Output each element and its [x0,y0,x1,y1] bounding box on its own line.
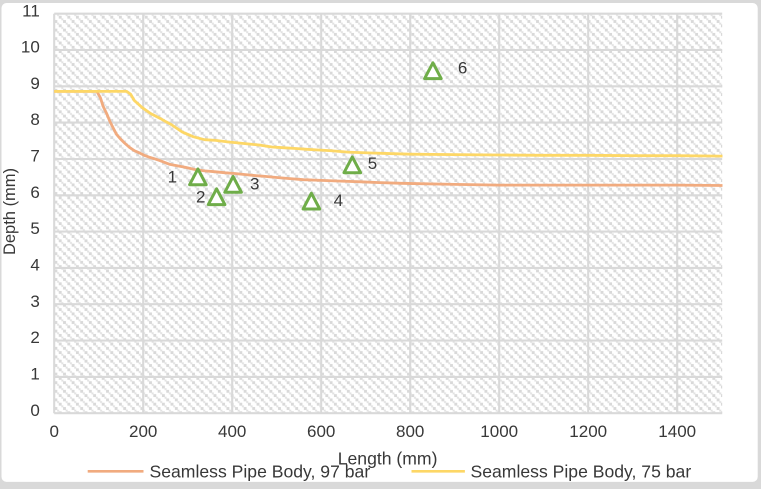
svg-text:5: 5 [30,219,39,238]
svg-text:0: 0 [30,401,39,420]
svg-text:Depth (mm): Depth (mm) [1,168,19,255]
svg-text:1400: 1400 [658,422,696,441]
svg-text:1000: 1000 [480,422,518,441]
svg-text:2: 2 [30,328,39,347]
svg-text:10: 10 [21,38,40,57]
svg-text:400: 400 [218,422,246,441]
svg-text:Seamless Pipe Body, 97 bar: Seamless Pipe Body, 97 bar [150,462,371,482]
svg-text:1: 1 [168,168,177,187]
svg-text:3: 3 [30,292,39,311]
svg-text:1: 1 [30,365,39,384]
svg-text:Seamless Pipe Body, 75 bar: Seamless Pipe Body, 75 bar [471,462,692,482]
svg-text:8: 8 [30,110,39,129]
svg-text:7: 7 [30,147,39,166]
svg-text:6: 6 [30,183,39,202]
svg-text:0: 0 [49,422,58,441]
svg-text:11: 11 [22,1,40,20]
svg-text:600: 600 [307,422,335,441]
svg-text:Length (mm): Length (mm) [338,448,438,468]
svg-text:3: 3 [250,174,259,193]
svg-text:2: 2 [196,188,205,207]
svg-text:9: 9 [30,74,39,93]
svg-text:4: 4 [30,256,39,275]
svg-text:5: 5 [368,154,377,173]
svg-text:4: 4 [334,191,343,210]
svg-text:1200: 1200 [569,422,607,441]
svg-text:6: 6 [458,59,467,78]
svg-text:800: 800 [396,422,424,441]
svg-text:200: 200 [129,422,157,441]
